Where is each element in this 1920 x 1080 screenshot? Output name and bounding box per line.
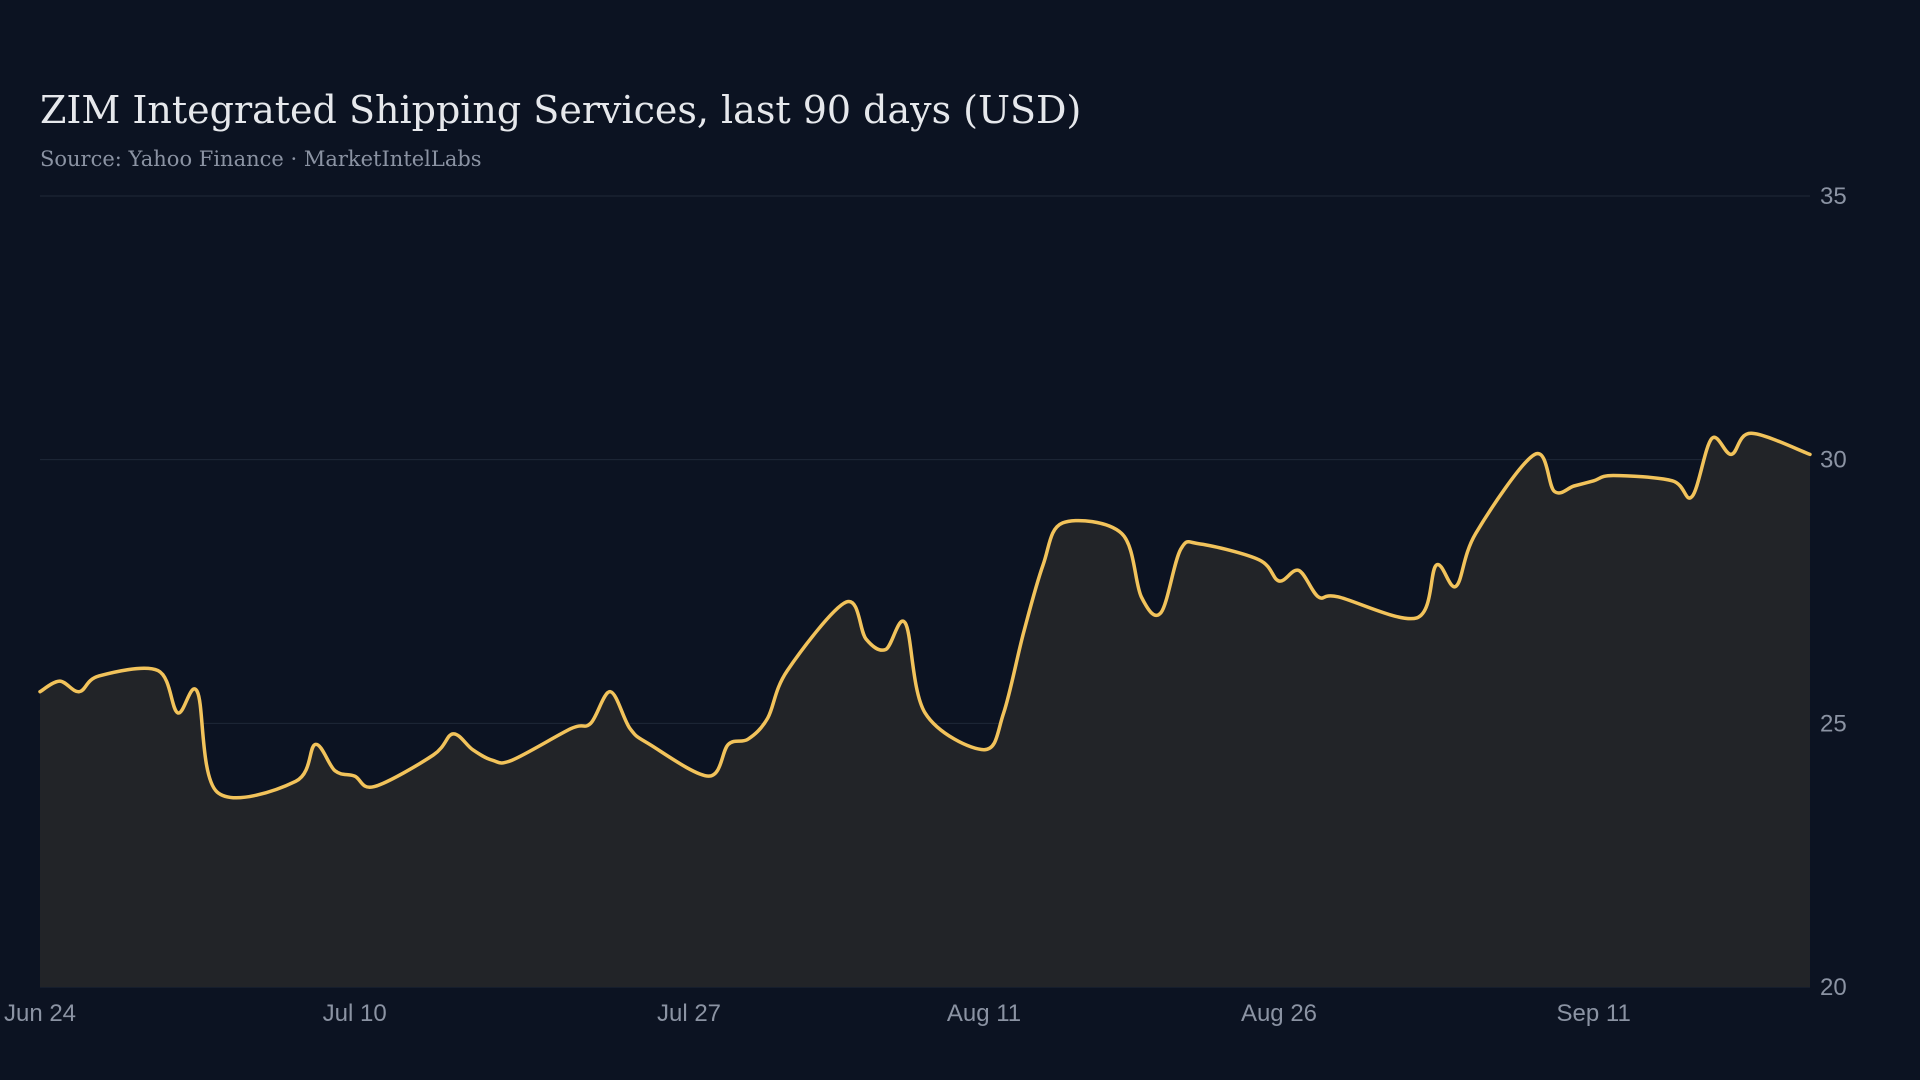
chart-subtitle: Source: Yahoo Finance · MarketIntelLabs	[40, 147, 482, 171]
data-point-42	[1198, 542, 1202, 546]
data-point-5	[176, 711, 180, 715]
data-point-25	[746, 737, 750, 741]
area-layer	[40, 433, 1810, 987]
y-tick-label-25: 25	[1820, 710, 1847, 737]
y-tick-label-35: 35	[1820, 183, 1847, 210]
data-point-7	[215, 790, 219, 794]
data-point-32	[923, 711, 927, 715]
data-point-46	[1316, 595, 1320, 599]
data-point-49	[1434, 563, 1438, 567]
data-point-34	[1002, 711, 1006, 715]
x-tick-label-5: Sep 11	[1557, 1000, 1631, 1027]
data-point-6	[195, 690, 199, 694]
y-tick-label-30: 30	[1820, 447, 1847, 474]
line-layer	[38, 431, 1812, 800]
x-axis: Jun 24 Jul 10 Jul 27 Aug 11 Aug 26 Sep 11	[4, 1000, 1631, 1027]
data-point-10	[333, 769, 337, 773]
data-point-21	[628, 727, 632, 731]
data-point-19	[589, 721, 593, 725]
data-point-48	[1415, 616, 1419, 620]
data-point-40	[1159, 611, 1163, 615]
data-point-62	[1808, 452, 1812, 456]
data-point-18	[569, 727, 573, 731]
price-line	[38, 431, 1812, 800]
data-point-36	[1041, 563, 1045, 567]
data-point-61	[1749, 431, 1753, 435]
data-point-52	[1533, 452, 1537, 456]
data-point-41	[1179, 547, 1183, 551]
data-point-24	[726, 742, 730, 746]
data-point-54	[1572, 484, 1576, 488]
data-point-35	[1021, 632, 1025, 636]
data-point-16	[490, 758, 494, 762]
data-point-4	[156, 669, 160, 673]
data-point-9	[313, 742, 317, 746]
data-point-59	[1710, 437, 1714, 441]
data-point-15	[471, 748, 475, 752]
x-tick-label-3: Aug 11	[947, 1000, 1021, 1027]
data-point-31	[903, 621, 907, 625]
data-point-55	[1592, 479, 1596, 483]
data-point-56	[1611, 474, 1615, 478]
data-point-28	[844, 600, 848, 604]
data-point-33	[982, 748, 986, 752]
price-area	[40, 433, 1810, 987]
data-point-26	[766, 716, 770, 720]
data-point-47	[1336, 595, 1340, 599]
chart-title: ZIM Integrated Shipping Services, last 9…	[40, 88, 1082, 132]
y-tick-label-20: 20	[1820, 974, 1847, 1001]
data-point-58	[1690, 495, 1694, 499]
data-point-3	[97, 674, 101, 678]
data-point-57	[1670, 479, 1674, 483]
data-point-11	[353, 774, 357, 778]
data-point-29	[864, 637, 868, 641]
data-point-38	[1120, 532, 1124, 536]
data-point-50	[1454, 584, 1458, 588]
x-tick-label-1: Jul 10	[323, 1000, 387, 1027]
x-tick-label-4: Aug 26	[1241, 1000, 1317, 1027]
data-point-30	[884, 648, 888, 652]
data-point-51	[1474, 532, 1478, 536]
data-point-43	[1257, 558, 1261, 562]
data-point-27	[785, 669, 789, 673]
data-point-0	[38, 690, 42, 694]
data-point-37	[1061, 521, 1065, 525]
data-point-53	[1552, 489, 1556, 493]
data-point-13	[431, 753, 435, 757]
data-point-12	[372, 785, 376, 789]
data-point-45	[1297, 568, 1301, 572]
data-point-14	[451, 732, 455, 736]
data-point-1	[58, 679, 62, 683]
data-point-23	[707, 774, 711, 778]
data-point-60	[1729, 452, 1733, 456]
data-point-39	[1139, 595, 1143, 599]
data-point-2	[77, 690, 81, 694]
x-tick-label-2: Jul 27	[657, 1000, 721, 1027]
data-point-8	[294, 779, 298, 783]
x-tick-label-0: Jun 24	[4, 1000, 76, 1027]
data-point-44	[1277, 579, 1281, 583]
data-point-17	[510, 758, 514, 762]
data-point-20	[608, 690, 612, 694]
y-axis: 20 25 30 35	[1820, 183, 1847, 1001]
data-point-22	[648, 742, 652, 746]
